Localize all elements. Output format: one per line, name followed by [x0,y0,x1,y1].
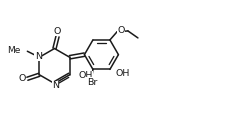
Text: O: O [118,26,125,35]
Text: OH: OH [78,71,93,80]
Text: N: N [52,81,59,90]
Text: Br: Br [87,78,97,87]
Text: Me: Me [7,46,20,55]
Text: OH: OH [115,69,130,78]
Text: O: O [54,27,61,36]
Text: N: N [35,52,42,61]
Text: O: O [18,74,26,83]
